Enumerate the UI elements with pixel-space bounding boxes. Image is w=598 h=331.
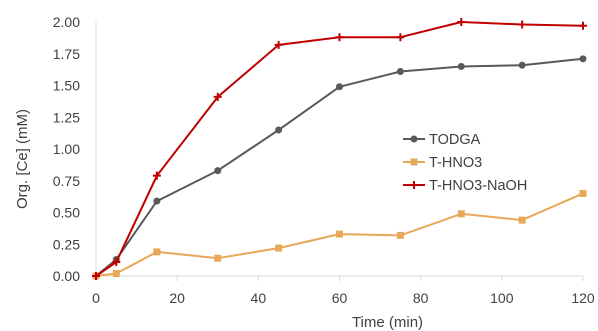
data-point — [112, 269, 120, 277]
data-point — [518, 216, 526, 224]
legend-swatch-marker — [410, 135, 418, 143]
data-point — [335, 33, 344, 42]
series-group — [92, 18, 587, 280]
data-point — [275, 244, 283, 252]
y-axis: 0.00 0.25 0.50 0.75 1.00 1.25 1.50 1.75 2.00 — [53, 14, 97, 284]
x-tick-label: 20 — [169, 290, 185, 306]
data-point — [396, 231, 404, 239]
x-tick-label: 0 — [92, 290, 100, 306]
y-tick-label: 2.00 — [53, 14, 80, 30]
data-point — [396, 68, 404, 76]
y-tick-label: 1.50 — [53, 78, 80, 94]
y-axis-title: Org. [Ce] (mM) — [14, 109, 31, 209]
data-point — [518, 20, 527, 29]
data-point — [152, 171, 161, 180]
legend-item: T-HNO3 — [403, 155, 482, 171]
y-tick-label: 0.25 — [53, 236, 80, 252]
x-tick-label: 40 — [251, 290, 267, 306]
data-point — [153, 248, 161, 256]
data-point — [457, 18, 466, 26]
data-point — [579, 189, 587, 197]
data-point — [396, 33, 405, 42]
data-point — [457, 210, 465, 218]
x-axis-title: Time (min) — [352, 314, 423, 331]
y-tick-label: 1.25 — [53, 109, 80, 125]
legend-swatch-marker — [410, 158, 418, 166]
x-tick-label: 120 — [571, 290, 595, 306]
series-line — [95, 21, 584, 277]
data-point — [214, 254, 222, 262]
data-point — [457, 62, 465, 70]
data-point — [579, 21, 587, 30]
y-tick-label: 0.50 — [53, 205, 80, 221]
data-point — [518, 61, 526, 69]
data-point — [92, 272, 100, 280]
x-axis: 0 20 40 60 80 100 120 — [92, 275, 595, 306]
data-point — [336, 230, 343, 238]
data-point — [274, 40, 283, 49]
y-tick-label: 0.75 — [53, 173, 80, 189]
x-tick-label: 80 — [413, 290, 429, 306]
legend-swatch-marker — [410, 181, 418, 189]
data-point — [275, 126, 283, 134]
series-t-hno3-naoh — [92, 18, 587, 280]
legend: TODGA T-HNO3 T-HNO3-NaOH — [403, 132, 527, 194]
data-point — [112, 258, 121, 267]
y-tick-label: 0.00 — [53, 268, 80, 284]
series-todga — [92, 55, 587, 280]
legend-label: T-HNO3-NaOH — [429, 178, 527, 194]
data-point — [153, 197, 161, 205]
series-t-hno3 — [92, 189, 587, 280]
data-point — [579, 55, 587, 63]
legend-label: T-HNO3 — [429, 155, 482, 171]
data-point — [214, 167, 222, 175]
legend-label: TODGA — [429, 132, 481, 148]
x-tick-label: 100 — [490, 290, 514, 306]
x-tick-label: 60 — [332, 290, 348, 306]
data-point — [336, 83, 343, 91]
legend-item: TODGA — [403, 132, 481, 148]
data-point — [213, 92, 222, 101]
series-line — [95, 192, 584, 277]
series-line — [95, 57, 584, 277]
y-tick-label: 1.75 — [53, 46, 80, 62]
y-tick-label: 1.00 — [53, 141, 80, 157]
legend-item: T-HNO3-NaOH — [403, 178, 527, 194]
